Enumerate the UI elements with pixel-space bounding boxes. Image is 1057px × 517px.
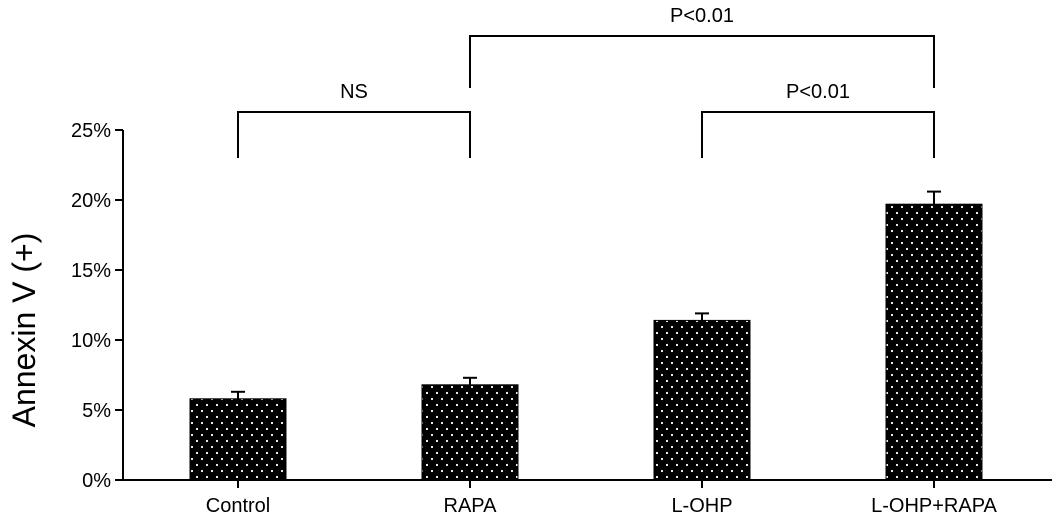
bar-l-ohp-rapa: [885, 203, 983, 481]
y-tick-label: 10%: [71, 330, 111, 352]
y-tick-label: 20%: [71, 190, 111, 212]
axes: 0% 5% 10% 15% 20% 25% Control RAPA L-OHP L-OHP+RA…: [71, 120, 1052, 517]
significance-bracket: [701, 111, 935, 158]
bar-rapa: [421, 384, 519, 481]
bars: [189, 190, 983, 481]
bar-control: [189, 398, 287, 481]
significance-label: NS: [340, 81, 368, 103]
significance-bracket: [237, 111, 471, 158]
y-tick-label: 0%: [82, 470, 111, 492]
x-tick-label: RAPA: [444, 495, 498, 517]
bar-l-ohp: [653, 319, 751, 481]
significance-annotations: NS P<0.01 P<0.01: [237, 5, 935, 158]
x-tick-label: L-OHP: [671, 495, 732, 517]
x-tick-label: Control: [206, 495, 270, 517]
significance-bracket: [469, 35, 935, 88]
y-axis-label: Annexin V (+): [6, 233, 42, 428]
y-tick-label: 5%: [82, 400, 111, 422]
significance-label: P<0.01: [670, 5, 734, 27]
y-tick-label: 25%: [71, 120, 111, 142]
x-tick-label: L-OHP+RAPA: [871, 495, 997, 517]
significance-label: P<0.01: [786, 81, 850, 103]
y-tick-label: 15%: [71, 260, 111, 282]
